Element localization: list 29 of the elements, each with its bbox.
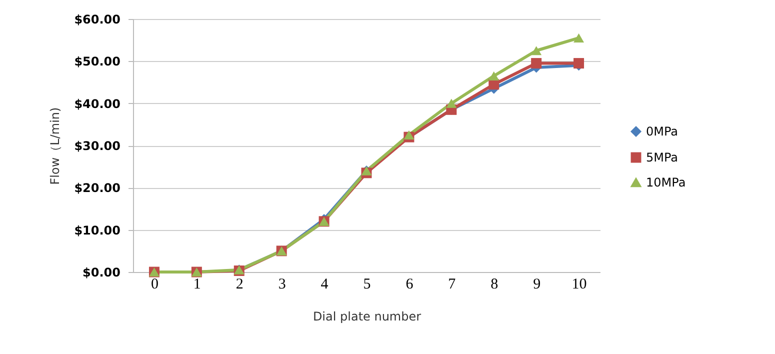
x-tick-label: 4 <box>320 276 329 292</box>
x-tick-label: 10 <box>572 276 587 292</box>
x-tick-label: 2 <box>236 276 244 292</box>
x-tick-label: 1 <box>193 276 201 292</box>
x-tick-label: 9 <box>533 276 541 292</box>
y-tick-label: $10.00 <box>74 223 120 238</box>
y-tick-label: $60.00 <box>74 12 120 26</box>
x-tick-label: 6 <box>406 276 414 292</box>
x-axis-title: Dial plate number <box>312 310 422 324</box>
y-tick-label: $50.00 <box>74 54 120 69</box>
x-tick-label: 0 <box>150 276 158 292</box>
y-tick-label: $30.00 <box>74 139 120 153</box>
point <box>404 130 414 140</box>
legend-label: 5MPa <box>646 150 678 164</box>
legend-label: 0MPa <box>646 124 678 138</box>
point <box>531 46 542 56</box>
x-tick-label: 3 <box>278 276 286 292</box>
y-tick-label: $0.00 <box>82 266 120 280</box>
point <box>446 98 457 108</box>
point <box>531 58 542 69</box>
point <box>488 71 500 80</box>
point <box>574 33 584 43</box>
y-tick-label: $40.00 <box>74 96 120 111</box>
y-axis-title: Flow（L/min) <box>48 107 62 185</box>
legend-label: 10MPa <box>646 176 686 190</box>
x-tick-label: 5 <box>363 276 371 292</box>
x-tick-label: 7 <box>448 276 456 292</box>
y-tick-label: $20.00 <box>74 181 120 196</box>
x-tick-label: 8 <box>490 276 498 292</box>
